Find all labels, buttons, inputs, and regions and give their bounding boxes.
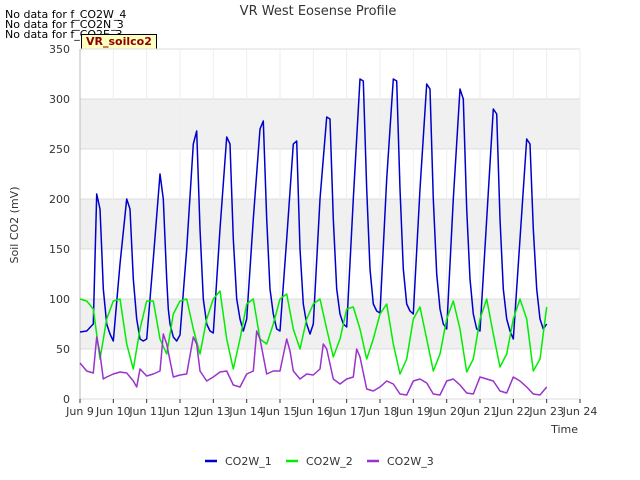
- series-line-co2w-3: [79, 330, 548, 396]
- y-tick-label: 150: [49, 243, 70, 256]
- y-tick-label: 300: [49, 93, 70, 106]
- y-tick-label: 50: [56, 343, 70, 356]
- series-line-co2w-2: [79, 290, 548, 375]
- x-tick-label: Jun 20: [428, 405, 464, 418]
- x-tick-label: Jun 17: [328, 405, 364, 418]
- y-tick-label: 100: [49, 293, 70, 306]
- site-tag: VR_soilco2: [81, 34, 157, 50]
- chart-title: VR West Eosense Profile: [240, 4, 397, 19]
- y-tick-label: 0: [63, 393, 70, 406]
- x-tick-label: Jun 18: [362, 405, 398, 418]
- y-tick-label: 250: [49, 143, 70, 156]
- x-tick-label: Jun 13: [195, 405, 231, 418]
- x-axis-label: Time: [550, 423, 578, 436]
- x-tick-label: Jun 19: [395, 405, 431, 418]
- y-tick-label: 200: [49, 193, 70, 206]
- legend-label: CO2W_3: [387, 455, 434, 468]
- x-tick-label: Jun 23: [528, 405, 564, 418]
- x-tick-label: Jun 16: [295, 405, 331, 418]
- series-line-co2w-1: [79, 78, 548, 342]
- x-tick-label: Jun 12: [162, 405, 198, 418]
- x-tick-label: Jun 15: [262, 405, 298, 418]
- x-tick-label: Jun 14: [228, 405, 264, 418]
- no-data-note: No data for f_CO2W_4: [5, 8, 127, 21]
- x-tick-label: Jun 11: [128, 405, 164, 418]
- legend-label: CO2W_1: [225, 455, 272, 468]
- x-tick-label: Jun 24: [562, 405, 598, 418]
- legend-label: CO2W_2: [306, 455, 353, 468]
- y-axis-label: Soil CO2 (mV): [8, 187, 21, 264]
- y-tick-label: 350: [49, 43, 70, 56]
- x-tick-label: Jun 9: [65, 405, 94, 418]
- x-tick-label: Jun 22: [495, 405, 531, 418]
- x-tick-label: Jun 21: [462, 405, 498, 418]
- no-data-note: No data for f_CO2N_3: [5, 18, 124, 31]
- x-tick-label: Jun 10: [95, 405, 131, 418]
